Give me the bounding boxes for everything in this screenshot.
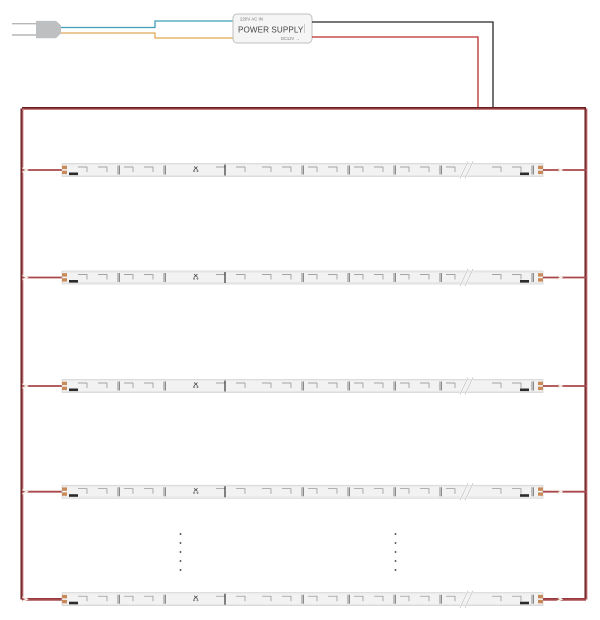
svg-text:DC12V →: DC12V → bbox=[281, 36, 299, 41]
svg-text:220V AC IN: 220V AC IN bbox=[240, 17, 263, 22]
svg-text:POWER SUPPLY: POWER SUPPLY bbox=[238, 26, 304, 35]
